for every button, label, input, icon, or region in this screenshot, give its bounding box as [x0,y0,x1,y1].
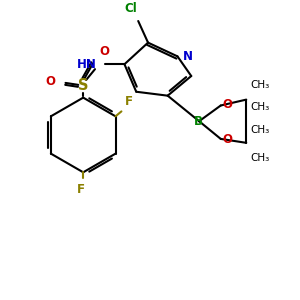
Text: O: O [223,98,233,111]
Text: O: O [223,134,233,146]
Text: CH₃: CH₃ [250,80,269,90]
Text: CH₃: CH₃ [250,102,269,112]
Text: B: B [194,115,202,128]
Text: O: O [46,75,56,88]
Text: CH₃: CH₃ [250,153,269,163]
Text: HN: HN [77,58,97,71]
Text: S: S [78,78,88,93]
Text: F: F [125,95,134,108]
Text: F: F [77,183,85,196]
Text: N: N [182,50,192,63]
Text: Cl: Cl [124,2,137,15]
Text: O: O [99,45,109,58]
Text: CH₃: CH₃ [250,125,269,135]
